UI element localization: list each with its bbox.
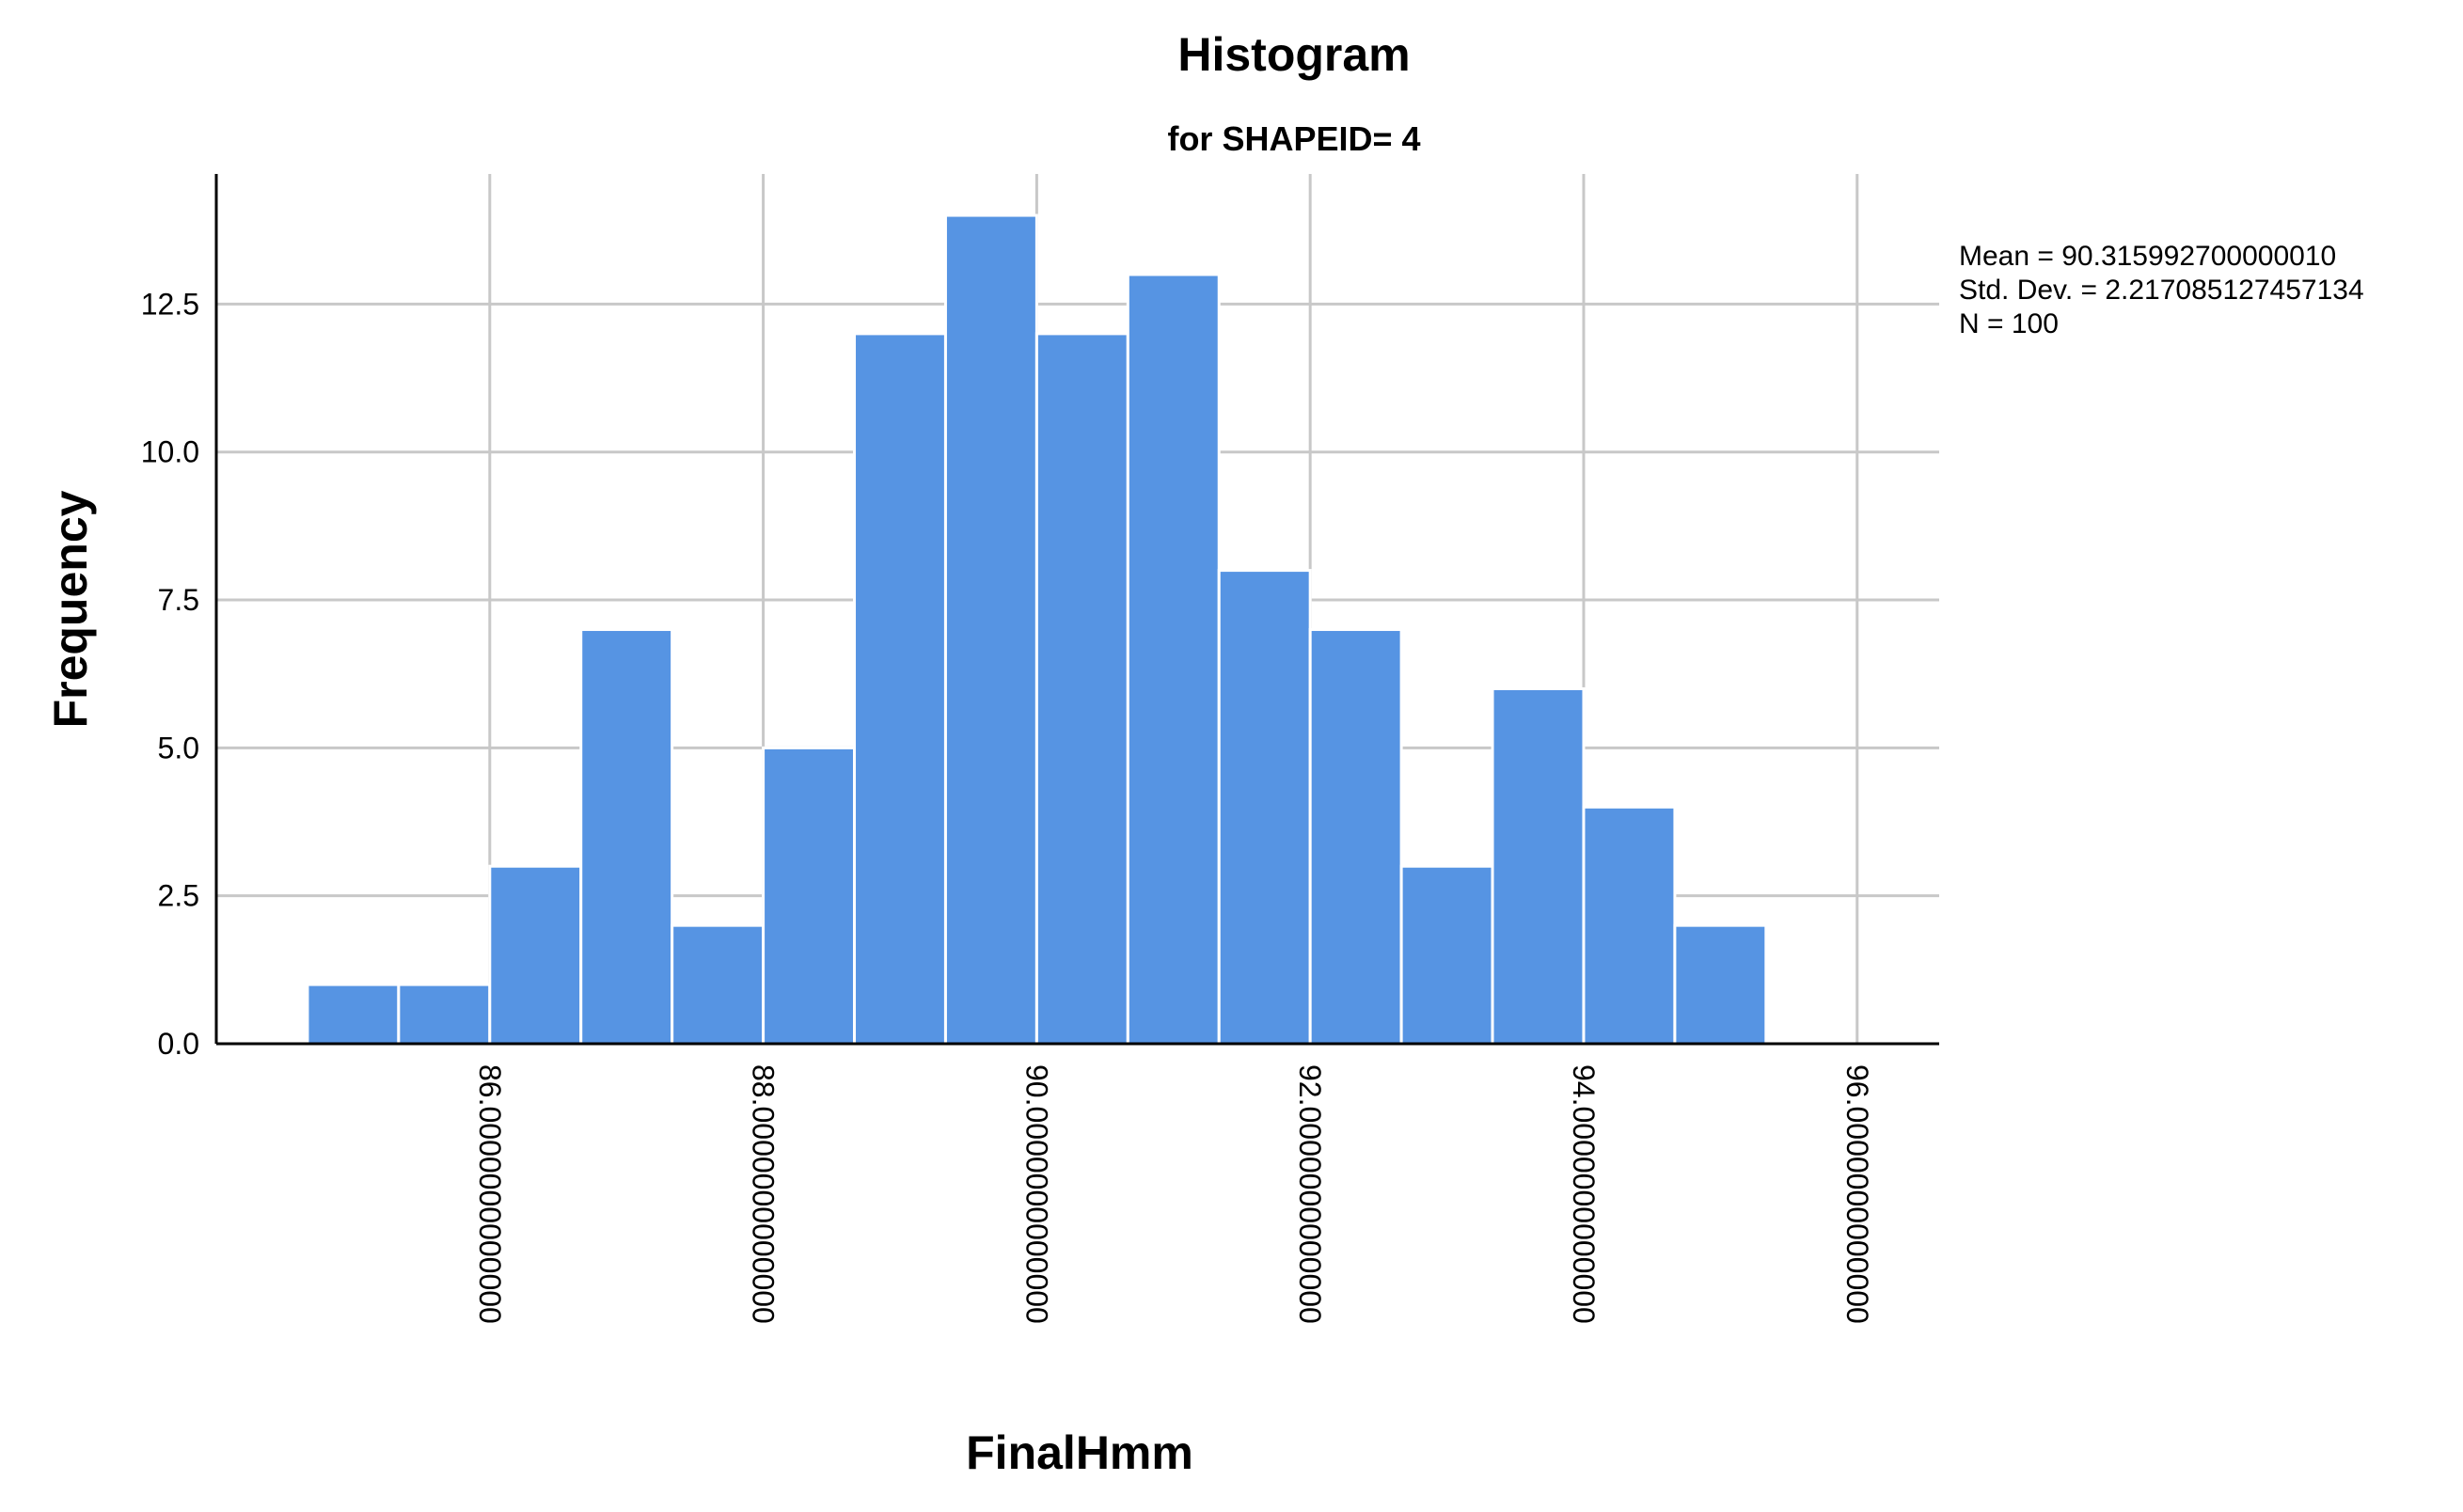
stats-legend: Mean = 90.315992700000010 Std. Dev. = 2.… xyxy=(1959,241,2364,339)
x-tick-label: 88.0000000000000 xyxy=(747,1064,781,1324)
histogram-bar xyxy=(1126,273,1221,1046)
y-tick-label: 10.0 xyxy=(141,435,199,469)
y-tick-labels: 0.0 2.5 5.0 7.5 10.0 12.5 xyxy=(141,287,199,1061)
histogram-bar xyxy=(943,213,1038,1046)
chart-title: Histogram xyxy=(1177,28,1410,81)
histogram-bar xyxy=(488,864,583,1046)
histogram-bars xyxy=(306,213,1768,1046)
x-tick-label: 92.0000000000000 xyxy=(1293,1064,1327,1324)
x-tick-label: 90.0000000000000 xyxy=(1019,1064,1053,1324)
y-tick-label: 0.0 xyxy=(158,1027,199,1061)
histogram-bar xyxy=(1308,628,1403,1046)
histogram-bar xyxy=(853,332,947,1046)
chart-subtitle: for SHAPEID= 4 xyxy=(1167,119,1420,158)
histogram-bar xyxy=(397,983,492,1046)
y-tick-label: 2.5 xyxy=(158,879,199,913)
histogram-bar xyxy=(762,746,857,1046)
histogram-bar xyxy=(1399,864,1494,1046)
histogram-bar xyxy=(1673,923,1768,1046)
stats-n: N = 100 xyxy=(1959,308,2059,339)
histogram-bar xyxy=(579,628,674,1046)
histogram-bar xyxy=(1582,805,1677,1046)
y-tick-label: 12.5 xyxy=(141,287,199,321)
y-tick-label: 7.5 xyxy=(158,583,199,617)
histogram-bar xyxy=(306,983,401,1046)
histogram-bar xyxy=(671,923,766,1046)
histogram-bar xyxy=(1034,332,1129,1046)
stats-mean: Mean = 90.315992700000010 xyxy=(1959,241,2336,272)
axes xyxy=(214,174,1939,1046)
x-tick-labels: 86.0000000000000 88.0000000000000 90.00000… xyxy=(473,1064,1874,1324)
histogram-bar xyxy=(1217,569,1312,1046)
y-tick-label: 5.0 xyxy=(158,731,199,764)
x-tick-label: 96.0000000000000 xyxy=(1840,1064,1874,1324)
histogram-bar xyxy=(1491,686,1586,1046)
x-tick-label: 86.0000000000000 xyxy=(473,1064,507,1324)
x-tick-label: 94.0000000000000 xyxy=(1567,1064,1601,1324)
x-axis-title: FinalHmm xyxy=(966,1426,1193,1479)
stats-std-dev: Std. Dev. = 2.217085127457134 xyxy=(1959,275,2364,306)
y-axis-title: Frequency xyxy=(44,490,97,728)
